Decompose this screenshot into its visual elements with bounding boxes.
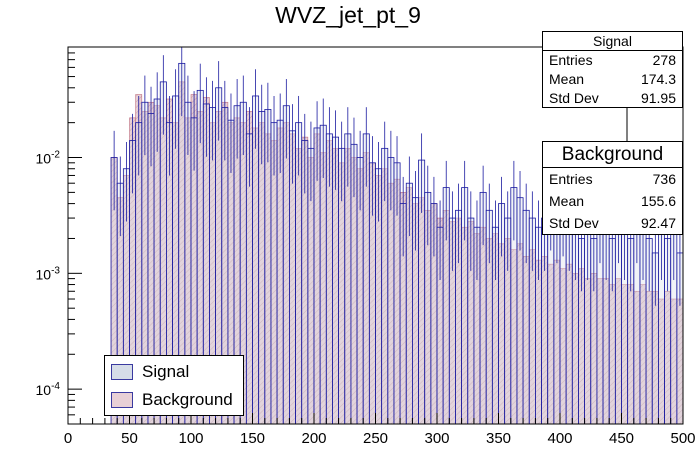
- signal-mean-value: 174.3: [640, 71, 676, 87]
- legend-entry-background: Background: [111, 389, 233, 411]
- background-entries-row: Entries 736: [543, 168, 682, 190]
- background-entries-value: 736: [652, 171, 676, 187]
- background-entries-label: Entries: [549, 171, 593, 187]
- background-std-row: Std Dev 92.47: [543, 212, 682, 234]
- background-mean-row: Mean 155.6: [543, 190, 682, 212]
- legend-label-background: Background: [142, 390, 233, 409]
- signal-stats-title: Signal: [543, 32, 682, 51]
- background-std-value: 92.47: [640, 215, 676, 231]
- y-tick-label: 10-3: [36, 265, 61, 282]
- signal-std-row: Std Dev 91.95: [543, 89, 682, 108]
- signal-bars: [110, 47, 684, 425]
- x-tick-label: 200: [301, 430, 326, 447]
- legend-label-signal: Signal: [142, 362, 190, 381]
- legend-swatch-signal: [111, 364, 133, 380]
- x-axis: 0 50 100 150 200 250 300 350 400 450 500: [64, 413, 696, 447]
- x-tick-label: 450: [609, 430, 634, 447]
- background-mean-label: Mean: [549, 193, 585, 209]
- x-tick-label: 250: [363, 430, 388, 447]
- signal-entries-row: Entries 278: [543, 51, 682, 70]
- y-tick-label: 10-4: [36, 381, 61, 398]
- x-tick-label: 100: [178, 430, 203, 447]
- background-mean-value: 155.6: [640, 193, 676, 209]
- legend-entry-signal: Signal: [111, 361, 189, 383]
- signal-std-label: Std Dev: [549, 90, 599, 106]
- x-tick-label: 150: [240, 430, 265, 447]
- background-stats-title: Background: [543, 142, 682, 168]
- x-tick-label: 400: [547, 430, 572, 447]
- legend: Signal Background: [104, 355, 244, 416]
- x-tick-label: 0: [64, 430, 72, 447]
- chart-title: WVZ_jet_pt_9: [275, 2, 421, 28]
- legend-swatch-background: [111, 392, 133, 408]
- signal-mean-label: Mean: [549, 71, 585, 87]
- y-axis: 10-4 10-3 10-2: [36, 46, 82, 425]
- x-tick-label: 350: [486, 430, 511, 447]
- x-tick-label: 500: [670, 430, 695, 447]
- signal-entries-value: 278: [652, 52, 676, 68]
- y-tick-label: 10-2: [36, 150, 61, 167]
- x-tick-label: 300: [424, 430, 449, 447]
- signal-mean-row: Mean 174.3: [543, 70, 682, 89]
- x-tick-label: 50: [121, 430, 138, 447]
- signal-stats-box: Signal Entries 278 Mean 174.3 Std Dev 91…: [542, 31, 683, 108]
- signal-std-value: 91.95: [640, 90, 676, 106]
- background-std-label: Std Dev: [549, 215, 599, 231]
- background-stats-box: Background Entries 736 Mean 155.6 Std De…: [542, 141, 683, 235]
- signal-entries-label: Entries: [549, 52, 593, 68]
